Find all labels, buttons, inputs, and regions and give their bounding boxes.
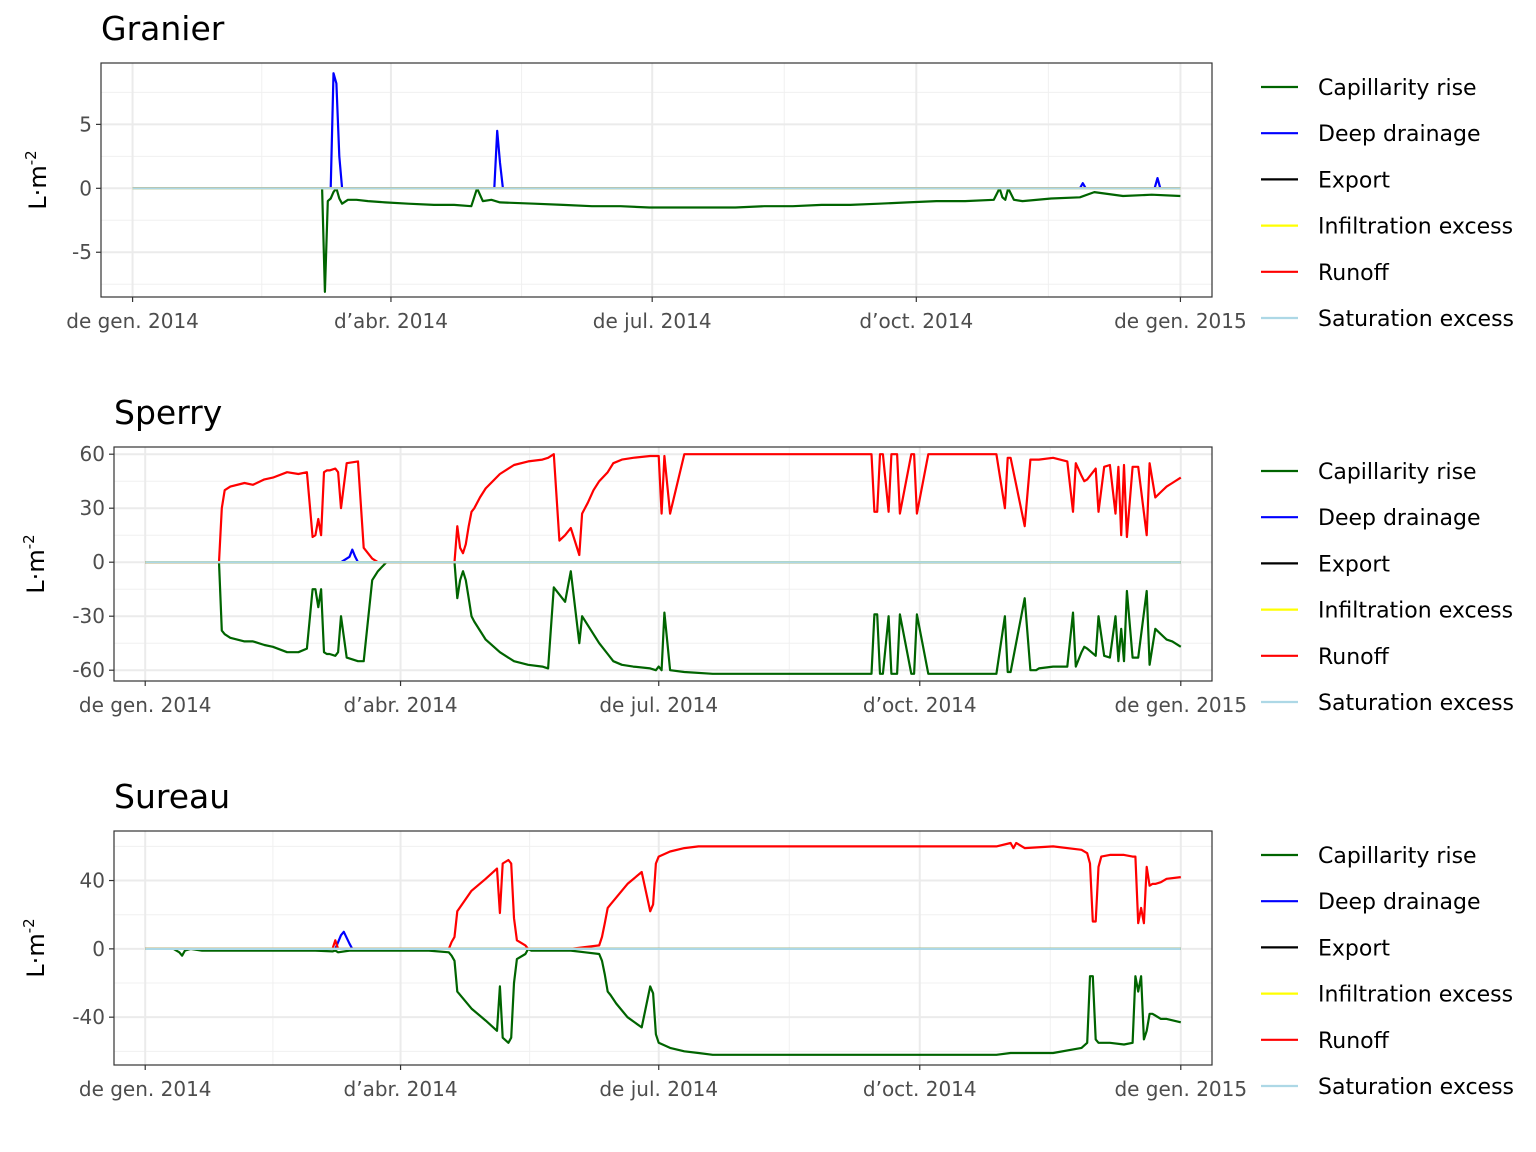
x-tick-label: d’abr. 2014 — [344, 1077, 458, 1101]
y-tick-label: 60 — [80, 442, 105, 466]
legend-label: Infiltration excess — [1318, 983, 1513, 1008]
legend-label: Runoff — [1318, 1029, 1390, 1054]
legend-label: Capillarity rise — [1318, 460, 1477, 485]
y-axis-title-exponent: -2 — [20, 918, 38, 933]
y-axis-title-dot: · — [22, 573, 50, 581]
x-tick-label: de gen. 2014 — [79, 693, 212, 717]
plot-area — [101, 63, 1212, 297]
y-axis-title-unit: m — [22, 933, 50, 956]
series-group — [145, 453, 1182, 675]
y-tick-label: -40 — [72, 1005, 105, 1029]
y-axis-title-base: L — [24, 196, 52, 210]
y-tick-label: 0 — [92, 550, 105, 574]
x-tick-label: de jul. 2014 — [593, 309, 712, 333]
legend-label: Capillarity rise — [1318, 76, 1477, 101]
x-tick-label: de jul. 2014 — [599, 1077, 718, 1101]
y-tick-label: 30 — [80, 496, 105, 520]
legend-label: Runoff — [1318, 645, 1390, 670]
x-tick-label: de gen. 2015 — [1114, 693, 1247, 717]
y-axis-title: L·m-2 — [20, 918, 50, 977]
plot-border — [113, 830, 1213, 1066]
legend-label: Deep drainage — [1318, 122, 1481, 147]
chart-panel-2: Sureau -40 0 40 de gen. 2014 d’abr. 2014 de ju… — [20, 777, 1514, 1101]
legend: Capillarity rise Deep drainage Export Infil… — [1261, 460, 1514, 716]
x-tick-label: de gen. 2015 — [1114, 1077, 1247, 1101]
y-axis-title-exponent: -2 — [20, 534, 38, 549]
legend: Capillarity rise Deep drainage Export Infil… — [1261, 76, 1514, 332]
y-tick-label: -30 — [72, 604, 105, 628]
legend-label: Export — [1318, 552, 1390, 577]
legend-label: Runoff — [1318, 261, 1390, 286]
series-line-runoff — [145, 841, 1181, 951]
panel-title: Sureau — [114, 777, 230, 816]
y-tick-label: 0 — [79, 176, 92, 200]
chart-panel-1: Sperry -60 -30 0 30 60 de gen. 2014 d’abr. 2014… — [20, 393, 1514, 717]
series-group — [132, 72, 1181, 293]
panel-title: Granier — [101, 9, 225, 48]
y-tick-label: 5 — [79, 112, 92, 136]
chart-panel-0: Granier -5 0 5 de gen. 2014 d’abr. 2014 de jul… — [22, 9, 1514, 333]
y-tick-label: -60 — [72, 658, 105, 682]
series-line-capillarity-rise — [145, 561, 1182, 675]
legend-label: Saturation excess — [1318, 691, 1514, 716]
x-tick-label: d’abr. 2014 — [334, 309, 448, 333]
plot-border — [100, 62, 1213, 298]
legend-label: Saturation excess — [1318, 307, 1514, 332]
x-tick-label: d’abr. 2014 — [344, 693, 458, 717]
legend-label: Deep drainage — [1318, 506, 1481, 531]
x-tick-label: de gen. 2015 — [1114, 309, 1247, 333]
x-tick-label: d’oct. 2014 — [863, 693, 977, 717]
y-axis-title-exponent: -2 — [22, 150, 40, 165]
y-axis-title-dot: · — [22, 957, 50, 965]
legend-label: Saturation excess — [1318, 1075, 1514, 1100]
x-tick-label: d’oct. 2014 — [863, 1077, 977, 1101]
legend: Capillarity rise Deep drainage Export Infil… — [1261, 844, 1514, 1100]
y-tick-label: -5 — [72, 240, 92, 264]
y-axis-title: L·m-2 — [20, 534, 50, 593]
y-axis-title-base: L — [22, 964, 50, 978]
x-tick-label: de gen. 2014 — [79, 1077, 212, 1101]
legend-label: Capillarity rise — [1318, 844, 1477, 869]
y-axis-title-base: L — [22, 580, 50, 594]
plot-border — [113, 446, 1213, 682]
y-tick-label: 40 — [80, 869, 105, 893]
series-line-deep-drainage — [132, 72, 1181, 190]
legend-label: Export — [1318, 936, 1390, 961]
y-axis-title: L·m-2 — [22, 150, 52, 209]
panel-title: Sperry — [114, 393, 222, 432]
y-axis-title-unit: m — [24, 165, 52, 188]
legend-label: Infiltration excess — [1318, 599, 1513, 624]
y-axis-title-unit: m — [22, 549, 50, 572]
y-axis-title-dot: · — [24, 189, 52, 197]
x-tick-label: de jul. 2014 — [599, 693, 718, 717]
x-tick-label: d’oct. 2014 — [859, 309, 973, 333]
series-line-runoff — [145, 453, 1182, 564]
y-tick-label: 0 — [92, 937, 105, 961]
series-group — [145, 841, 1182, 1056]
legend-label: Infiltration excess — [1318, 215, 1513, 240]
series-line-capillarity-rise — [145, 947, 1182, 1056]
legend-label: Export — [1318, 168, 1390, 193]
legend-label: Deep drainage — [1318, 890, 1481, 915]
x-tick-label: de gen. 2014 — [66, 309, 199, 333]
